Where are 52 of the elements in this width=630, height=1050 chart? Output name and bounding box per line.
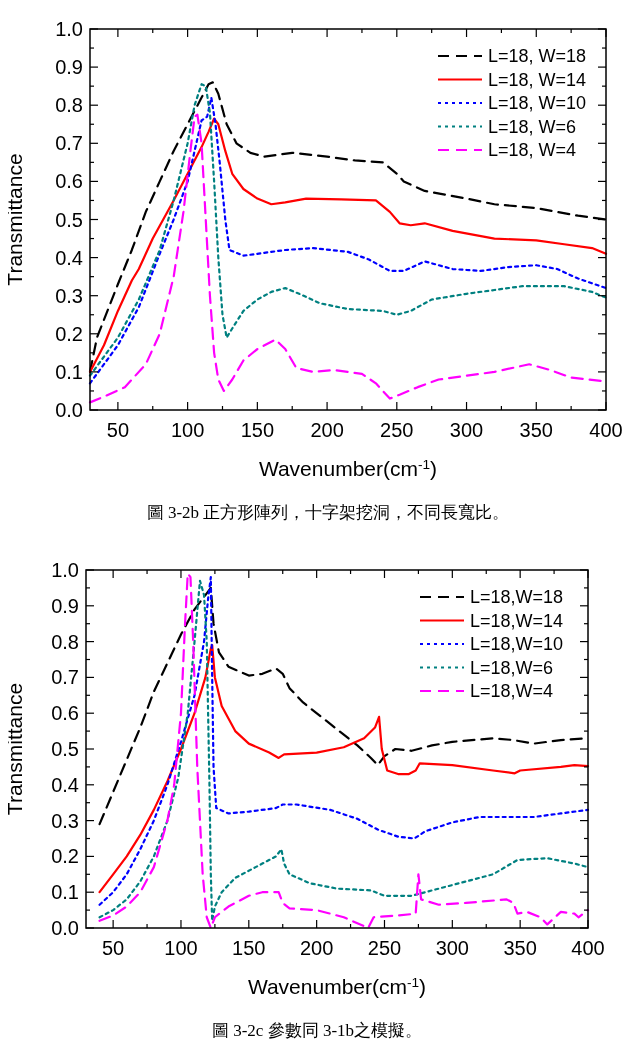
x-tick-label: 350 xyxy=(503,937,537,959)
y-tick-label: 0.6 xyxy=(51,702,79,725)
y-tick-label: 0.2 xyxy=(51,845,79,868)
x-tick-label: 250 xyxy=(380,419,414,441)
y-tick-label: 0.8 xyxy=(55,94,83,117)
x-tick-label: 350 xyxy=(519,419,553,441)
y-tick-label: 0.7 xyxy=(55,132,83,155)
x-tick-label: 50 xyxy=(106,419,130,441)
y-tick-label: 0.5 xyxy=(55,208,83,231)
legend-label: L=18, W=10 xyxy=(488,93,587,114)
y-tick-label: 0.7 xyxy=(51,666,79,689)
legend-label: L=18, W=18 xyxy=(488,46,587,67)
y-tick-label: 1.0 xyxy=(51,559,79,581)
legend-label: L=18, W=6 xyxy=(488,116,577,137)
y-tick-label: 0.3 xyxy=(51,809,79,832)
legend-label: L=18, W=4 xyxy=(488,140,577,161)
y-tick-label: 0.4 xyxy=(51,773,79,796)
x-tick-label: 400 xyxy=(571,937,605,959)
y-tick-label: 0.4 xyxy=(55,246,83,269)
x-tick-label: 50 xyxy=(102,937,125,959)
legend-label: L=18,W=18 xyxy=(470,587,564,608)
caption: 圖 3-2b 正方形陣列，十字架挖洞，不同長寬比。 xyxy=(146,503,510,522)
x-tick-label: 100 xyxy=(170,419,205,441)
x-tick-label: 150 xyxy=(232,937,266,959)
x-tick-label: 100 xyxy=(164,937,198,959)
y-tick-label: 0.1 xyxy=(55,360,83,383)
legend-label: L=18,W=10 xyxy=(470,634,564,655)
y-tick-label: 0.0 xyxy=(51,917,79,939)
y-tick-label: 0.8 xyxy=(51,630,79,653)
x-tick-label: 200 xyxy=(299,937,334,959)
x-tick-label: 200 xyxy=(310,419,344,441)
caption: 圖 3-2c 參數同 3-1b之模擬。 xyxy=(211,1021,423,1040)
y-tick-label: 0.3 xyxy=(55,284,83,307)
x-axis-title: Wavenumber(cm$^{-1}$) xyxy=(247,974,427,998)
y-tick-label: 0.6 xyxy=(55,170,83,193)
y-tick-label: 1.0 xyxy=(55,18,83,40)
y-tick-label: 0.1 xyxy=(51,881,79,904)
x-axis-title: Wavenumber(cm$^{-1}$) xyxy=(258,456,438,480)
legend-label: L=18,W=4 xyxy=(470,681,554,702)
x-tick-label: 250 xyxy=(367,937,402,959)
legend-label: L=18,W=14 xyxy=(470,610,564,631)
y-tick-label: 0.0 xyxy=(55,399,83,421)
y-tick-label: 0.2 xyxy=(55,322,83,345)
x-tick-label: 300 xyxy=(449,419,484,441)
y-tick-label: 0.9 xyxy=(51,594,79,617)
legend-label: L=18, W=14 xyxy=(488,69,587,90)
x-tick-label: 150 xyxy=(240,419,275,441)
y-tick-label: 0.9 xyxy=(55,56,83,79)
x-tick-label: 400 xyxy=(589,419,623,441)
x-tick-label: 300 xyxy=(435,937,470,959)
y-tick-label: 0.5 xyxy=(51,738,79,760)
legend-label: L=18,W=6 xyxy=(470,657,554,678)
